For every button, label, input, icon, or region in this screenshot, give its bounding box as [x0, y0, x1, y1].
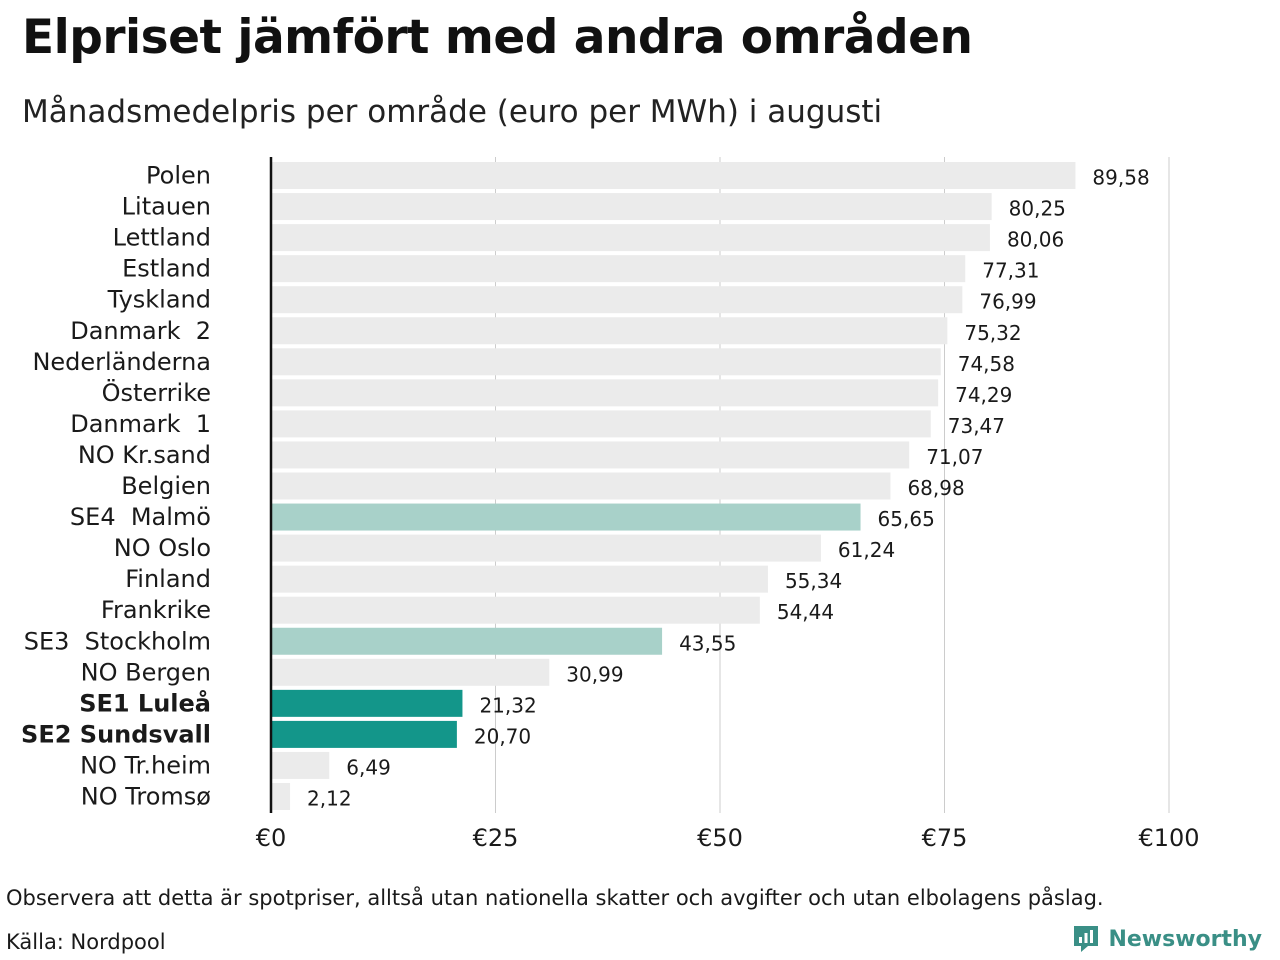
value-label: 55,34 [785, 569, 842, 593]
x-tick-label: €100 [1138, 824, 1199, 852]
category-label: Danmark 2 [70, 317, 211, 345]
bar [271, 348, 941, 376]
value-label: 43,55 [679, 631, 736, 655]
bar [271, 317, 948, 345]
value-label: 80,06 [1007, 228, 1064, 252]
bar [271, 441, 910, 469]
newsworthy-logo-icon [1074, 926, 1099, 952]
brand-logo: Newsworthy [1072, 924, 1262, 954]
value-label: 71,07 [926, 445, 983, 469]
x-tick-label: €50 [697, 824, 743, 852]
value-label: 54,44 [777, 600, 834, 624]
value-label: 65,65 [878, 507, 935, 531]
bar [271, 658, 550, 686]
bar [271, 503, 861, 531]
bar [271, 410, 931, 438]
category-label: Frankrike [101, 596, 211, 624]
bar [271, 627, 663, 655]
bar [271, 689, 463, 717]
x-tick-label: €75 [922, 824, 968, 852]
bar [271, 720, 457, 748]
bar [271, 193, 992, 221]
category-label: Belgien [121, 472, 211, 500]
value-label: 73,47 [948, 414, 1005, 438]
category-label: Nederländerna [32, 348, 211, 376]
value-labels: 89,58 80,25 80,06 77,31 76,99 75,32 74,58 74,29… [307, 166, 1150, 811]
category-label: Polen [146, 162, 211, 190]
value-label: 76,99 [979, 290, 1036, 314]
value-label: 2,12 [307, 787, 352, 811]
value-label: 77,31 [982, 259, 1039, 283]
category-label: NO Tr.heim [80, 751, 211, 779]
category-label: Estland [122, 255, 211, 283]
value-label: 20,70 [474, 724, 531, 748]
bar [271, 162, 1076, 189]
category-label: Tyskland [107, 286, 211, 314]
x-axis-ticks: €0 €25 €50 €75 €100 [256, 824, 1200, 852]
category-label: SE3 Stockholm [24, 627, 211, 655]
bar [271, 255, 966, 283]
value-label: 74,29 [955, 383, 1012, 407]
chart-subtitle: Månadsmedelpris per område (euro per MWh… [22, 94, 883, 130]
value-label: 21,32 [479, 693, 536, 717]
category-label: Litauen [122, 193, 211, 221]
bar [271, 596, 760, 624]
category-label: NO Oslo [114, 534, 211, 562]
category-label: Österrike [102, 378, 211, 407]
value-label: 61,24 [838, 538, 895, 562]
bar [271, 286, 963, 314]
category-label: Finland [125, 565, 211, 593]
bar [271, 751, 330, 779]
value-label: 80,25 [1009, 197, 1066, 221]
category-label: NO Tromsø [81, 783, 211, 811]
value-label: 30,99 [566, 662, 623, 686]
bars [271, 162, 1076, 810]
bar [271, 783, 291, 810]
source-credit: Källa: Nordpool [6, 930, 166, 954]
value-label: 89,58 [1092, 166, 1149, 190]
footnote: Observera att detta är spotpriser, allts… [6, 886, 1104, 910]
bar [271, 472, 891, 500]
x-tick-label: €0 [256, 824, 287, 852]
brand-name: Newsworthy [1108, 926, 1262, 952]
category-label: NO Kr.sand [78, 441, 211, 469]
bar-chart: Polen Litauen Lettland Estland Tyskland Danma… [21, 157, 1200, 852]
x-tick-label: €25 [473, 824, 519, 852]
category-label: SE4 Malmö [70, 503, 211, 531]
value-label: 68,98 [907, 476, 964, 500]
category-label: SE2 Sundsvall [21, 720, 211, 748]
category-label: SE1 Luleå [79, 688, 211, 717]
bar [271, 379, 939, 407]
page-title: Elpriset jämfört med andra områden [22, 10, 973, 65]
bar [271, 534, 821, 562]
bar [271, 565, 768, 593]
category-label: Danmark 1 [70, 410, 211, 438]
category-labels: Polen Litauen Lettland Estland Tyskland Danma… [21, 162, 211, 811]
bar [271, 224, 990, 252]
value-label: 75,32 [964, 321, 1021, 345]
value-label: 6,49 [346, 755, 391, 779]
category-label: NO Bergen [81, 658, 211, 686]
category-label: Lettland [113, 224, 211, 252]
value-label: 74,58 [958, 352, 1015, 376]
